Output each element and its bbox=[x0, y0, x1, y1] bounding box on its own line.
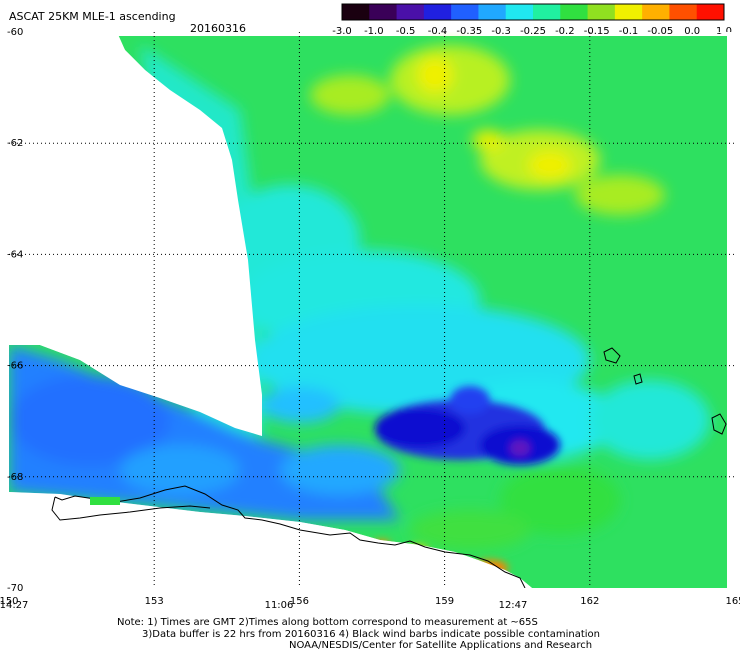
colorbar-swatch bbox=[560, 4, 589, 20]
latitude-tick-label: -70 bbox=[7, 583, 23, 594]
colorbar-tick-label: -0.1 bbox=[619, 26, 639, 37]
island-3 bbox=[711, 413, 727, 435]
colorbar-tick-label: -0.35 bbox=[456, 26, 482, 37]
colorbar-swatch bbox=[505, 4, 534, 20]
longitude-tick-label: 165 bbox=[725, 596, 740, 607]
latitude-tick-label: -60 bbox=[7, 27, 23, 38]
no-data-region-west bbox=[9, 32, 262, 436]
latitude-tick-label: -64 bbox=[7, 249, 23, 260]
colorbar-tick-label: 1.0 bbox=[716, 26, 732, 37]
colorbar-tick-label: -0.25 bbox=[520, 26, 546, 37]
longitude-tick-label: 150 bbox=[0, 596, 19, 607]
colorbar-swatch bbox=[533, 4, 561, 20]
latitude-tick-labels: -60 -62 -64 -66 -68 -70 bbox=[7, 27, 23, 594]
longitude-tick-label: 156 bbox=[290, 596, 309, 607]
latitude-tick-label: -66 bbox=[7, 361, 23, 372]
colorbar-swatch bbox=[451, 4, 479, 20]
grid-lines bbox=[9, 32, 735, 588]
longitude-tick-label: 153 bbox=[145, 596, 164, 607]
colorbar-tick-labels: -3.0 -1.0 -0.5 -0.4 -0.35 -0.3 -0.25 -0.2 -0.15-… bbox=[332, 26, 732, 37]
colorbar: -3.0 -1.0 -0.5 -0.4 -0.35 -0.3 -0.25 -0.2 -0.15-… bbox=[332, 3, 732, 37]
colorbar-swatch bbox=[696, 4, 725, 20]
deep-low-patch bbox=[375, 386, 560, 465]
colorbar-tick-label: -0.4 bbox=[428, 26, 448, 37]
coastline bbox=[51, 485, 526, 588]
colorbar-swatch bbox=[369, 4, 398, 20]
no-data-right-edge bbox=[717, 32, 735, 588]
colorbar-swatches bbox=[342, 4, 725, 20]
colorbar-swatch bbox=[614, 4, 643, 20]
time-label: 12:47 bbox=[499, 600, 528, 611]
colorbar-swatch bbox=[669, 4, 698, 20]
colorbar-tick-label: -0.3 bbox=[491, 26, 511, 37]
colorbar-frame bbox=[341, 3, 725, 21]
colorbar-swatch bbox=[423, 4, 452, 20]
colorbar-tick-label: -0.5 bbox=[396, 26, 416, 37]
colorbar-swatch bbox=[342, 4, 370, 20]
longitude-tick-label: 162 bbox=[580, 596, 599, 607]
note-line-2: 3)Data buffer is 22 hrs from 20160316 4)… bbox=[142, 629, 600, 640]
note-line-1: Note: 1) Times are GMT 2)Times along bot… bbox=[117, 617, 538, 628]
time-label: 14:27 bbox=[0, 600, 28, 611]
map-date: 20160316 bbox=[190, 22, 246, 35]
map-plot-area bbox=[9, 32, 735, 588]
colorbar-tick-label: -1.0 bbox=[364, 26, 384, 37]
island-1 bbox=[603, 347, 621, 364]
island-2 bbox=[633, 373, 643, 385]
colorbar-tick-label: -0.05 bbox=[647, 26, 673, 37]
colorbar-swatch bbox=[642, 4, 670, 20]
latitude-tick-label: -62 bbox=[7, 138, 23, 149]
time-label: 11:06 bbox=[265, 600, 294, 611]
colorbar-tick-label: -0.2 bbox=[555, 26, 575, 37]
colorbar-tick-label: 0.0 bbox=[684, 26, 700, 37]
colorbar-swatch bbox=[396, 4, 425, 20]
no-data-region-south bbox=[9, 492, 532, 588]
time-labels: 14:27 11:06 12:47 bbox=[0, 600, 527, 611]
colorbar-swatch bbox=[587, 4, 616, 20]
longitude-tick-label: 159 bbox=[435, 596, 454, 607]
note-line-3: NOAA/NESDIS/Center for Satellite Applica… bbox=[289, 640, 592, 650]
map-title: ASCAT 25KM MLE-1 ascending bbox=[9, 10, 176, 23]
colorbar-tick-label: -0.15 bbox=[584, 26, 610, 37]
latitude-tick-label: -68 bbox=[7, 472, 23, 483]
colorbar-swatch bbox=[478, 4, 507, 20]
colorbar-tick-label: -3.0 bbox=[332, 26, 352, 37]
longitude-tick-labels: 150 153 156 159 162 165 bbox=[0, 596, 740, 607]
coastal-patch bbox=[90, 497, 120, 505]
